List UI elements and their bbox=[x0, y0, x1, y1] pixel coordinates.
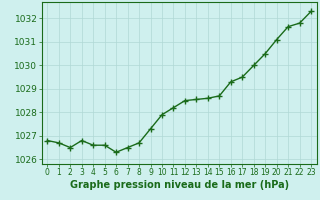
X-axis label: Graphe pression niveau de la mer (hPa): Graphe pression niveau de la mer (hPa) bbox=[70, 180, 289, 190]
